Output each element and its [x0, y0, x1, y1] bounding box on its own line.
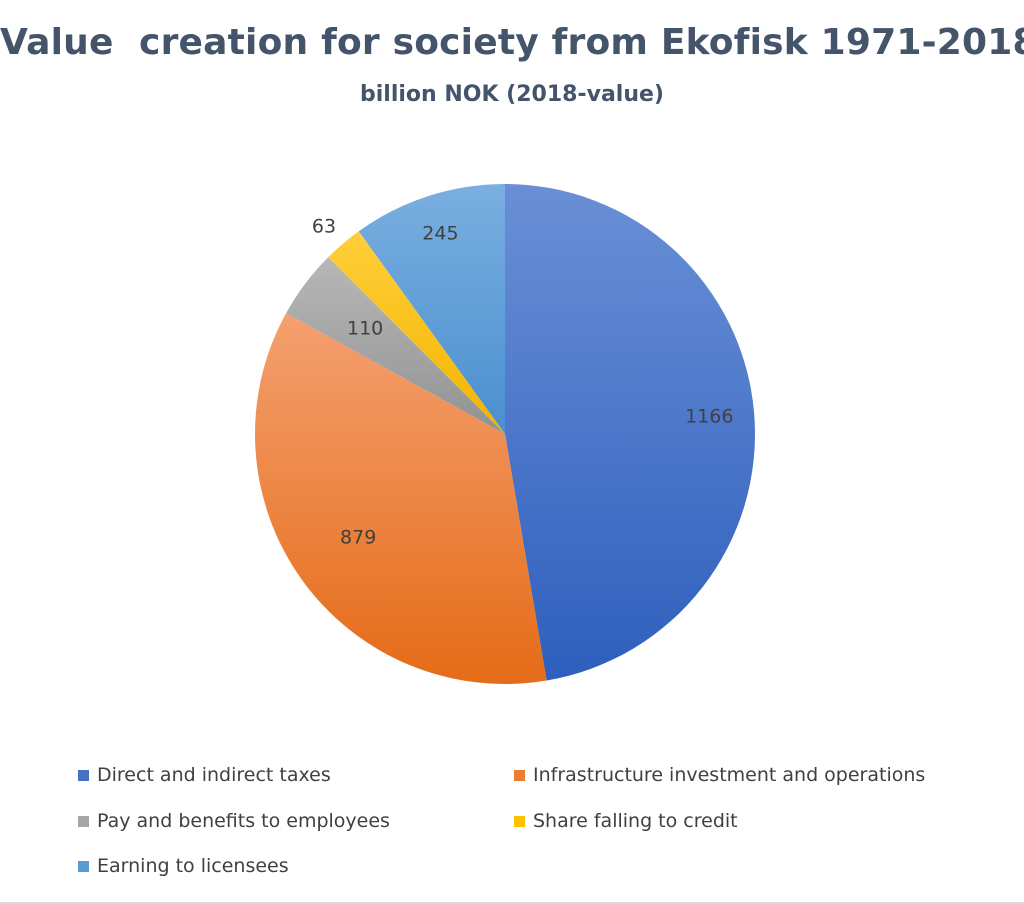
- footer-divider: [0, 902, 1024, 904]
- pie-slice-infrastructure-investment-and-operations: [255, 313, 547, 684]
- pie-slice-earning-to-licensees: [358, 184, 505, 434]
- data-label: 879: [340, 527, 376, 549]
- data-label: 245: [422, 223, 458, 245]
- data-label: 63: [312, 216, 336, 238]
- pie-slice-pay-and-benefits-to-employees: [286, 257, 505, 434]
- pie-slice-direct-and-indirect-taxes: [505, 184, 756, 681]
- chart-title: Value creation for society from Ekofisk …: [0, 22, 1024, 63]
- data-label: 1166: [685, 405, 733, 427]
- pie-slice-share-falling-to-credit: [328, 231, 505, 434]
- chart-subtitle: billion NOK (2018-value): [360, 82, 664, 107]
- data-label: 110: [347, 317, 383, 339]
